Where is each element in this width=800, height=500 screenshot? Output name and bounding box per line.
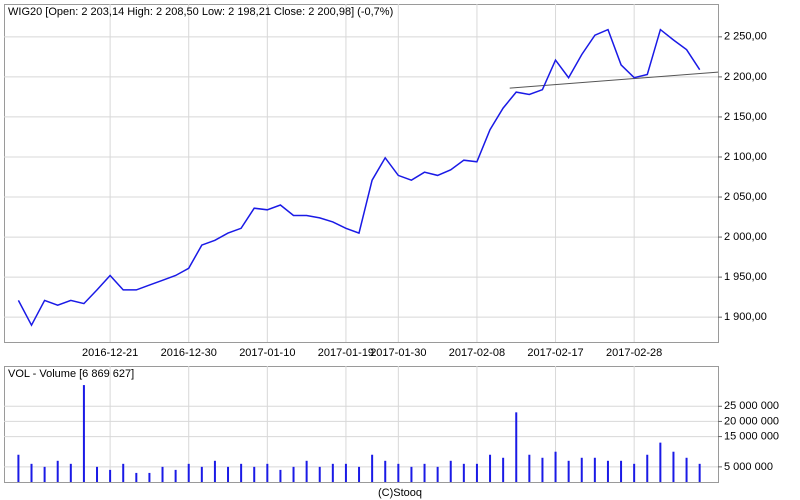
x-tick-label: 2016-12-30 xyxy=(161,347,217,359)
volume-bar xyxy=(502,457,505,482)
volume-bar xyxy=(410,466,413,482)
y-tick-label: 2 150,00 xyxy=(724,111,767,123)
x-tick-label: 2017-01-10 xyxy=(239,347,295,359)
x-tick-label: 2017-02-17 xyxy=(527,347,583,359)
volume-bar xyxy=(96,466,99,482)
volume-bar xyxy=(449,460,452,482)
volume-bar xyxy=(109,469,112,482)
volume-bar xyxy=(489,454,492,482)
volume-bar xyxy=(646,454,649,482)
volume-bar xyxy=(161,466,164,482)
volume-bar xyxy=(620,460,623,482)
volume-bar xyxy=(122,463,125,482)
y-tick-label: 1 950,00 xyxy=(724,271,767,283)
price-panel xyxy=(4,4,719,343)
volume-bar xyxy=(279,469,282,482)
volume-bar xyxy=(135,472,138,482)
volume-bar xyxy=(331,463,334,482)
volume-bar xyxy=(606,460,609,482)
chart-title: WIG20 [Open: 2 203,14 High: 2 208,50 Low… xyxy=(8,6,393,18)
volume-bar xyxy=(672,451,675,482)
volume-bar xyxy=(515,412,518,482)
volume-bar xyxy=(227,466,230,482)
x-tick-label: 2017-01-30 xyxy=(370,347,426,359)
volume-bar xyxy=(698,463,701,482)
x-tick-label: 2017-02-08 xyxy=(449,347,505,359)
volume-bar xyxy=(174,469,177,482)
volume-bar xyxy=(436,466,439,482)
volume-bar xyxy=(200,466,203,482)
y-tick-label: 2 250,00 xyxy=(724,31,767,43)
volume-bar xyxy=(305,460,308,482)
volume-panel xyxy=(4,366,719,483)
volume-bar xyxy=(397,463,400,482)
volume-bar xyxy=(266,463,269,482)
volume-bar xyxy=(56,460,59,482)
volume-bar xyxy=(213,460,216,482)
volume-bar xyxy=(593,457,596,482)
volume-bar xyxy=(344,463,347,482)
volume-bar xyxy=(358,466,361,482)
volume-bar xyxy=(462,463,465,482)
volume-bar xyxy=(633,463,636,482)
volume-bar xyxy=(423,463,426,482)
volume-bar xyxy=(292,466,295,482)
volume-bar xyxy=(567,460,570,482)
volume-bar xyxy=(30,463,33,482)
volume-bar xyxy=(685,457,688,482)
volume-bar xyxy=(554,451,557,482)
volume-bar xyxy=(148,472,151,482)
price-line xyxy=(17,28,701,327)
y-tick-label: 1 900,00 xyxy=(724,311,767,323)
y-tick-label: 5 000 000 xyxy=(724,461,773,473)
y-tick-label: 2 050,00 xyxy=(724,191,767,203)
volume-bar xyxy=(528,454,531,482)
volume-bar xyxy=(82,385,85,482)
volume-bar xyxy=(69,463,72,482)
x-tick-label: 2017-01-19 xyxy=(318,347,374,359)
volume-bar xyxy=(187,463,190,482)
y-tick-label: 2 000,00 xyxy=(724,231,767,243)
volume-bar xyxy=(384,460,387,482)
volume-bar xyxy=(659,442,662,482)
volume-bar xyxy=(580,457,583,482)
volume-bar xyxy=(541,457,544,482)
trend-line xyxy=(509,71,719,89)
volume-bar xyxy=(318,466,321,482)
volume-bar xyxy=(17,454,20,482)
x-tick-label: 2016-12-21 xyxy=(82,347,138,359)
footer: (C)Stooq xyxy=(378,487,422,499)
chart-title: VOL - Volume [6 869 627] xyxy=(8,368,134,380)
y-tick-label: 2 100,00 xyxy=(724,151,767,163)
volume-bar xyxy=(371,454,374,482)
volume-bar xyxy=(240,463,243,482)
x-tick-label: 2017-02-28 xyxy=(606,347,662,359)
y-tick-label: 20 000 000 xyxy=(724,415,779,427)
volume-bar xyxy=(43,466,46,482)
y-tick-label: 25 000 000 xyxy=(724,400,779,412)
y-tick-label: 15 000 000 xyxy=(724,430,779,442)
volume-bar xyxy=(253,466,256,482)
volume-bar xyxy=(475,463,478,482)
y-tick-label: 2 200,00 xyxy=(724,71,767,83)
